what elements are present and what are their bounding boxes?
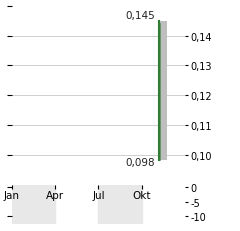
Bar <box>159 22 167 161</box>
Text: 0,145: 0,145 <box>125 11 155 21</box>
Bar <box>12 185 55 224</box>
Bar <box>98 185 142 224</box>
Text: 0,098: 0,098 <box>125 157 155 167</box>
